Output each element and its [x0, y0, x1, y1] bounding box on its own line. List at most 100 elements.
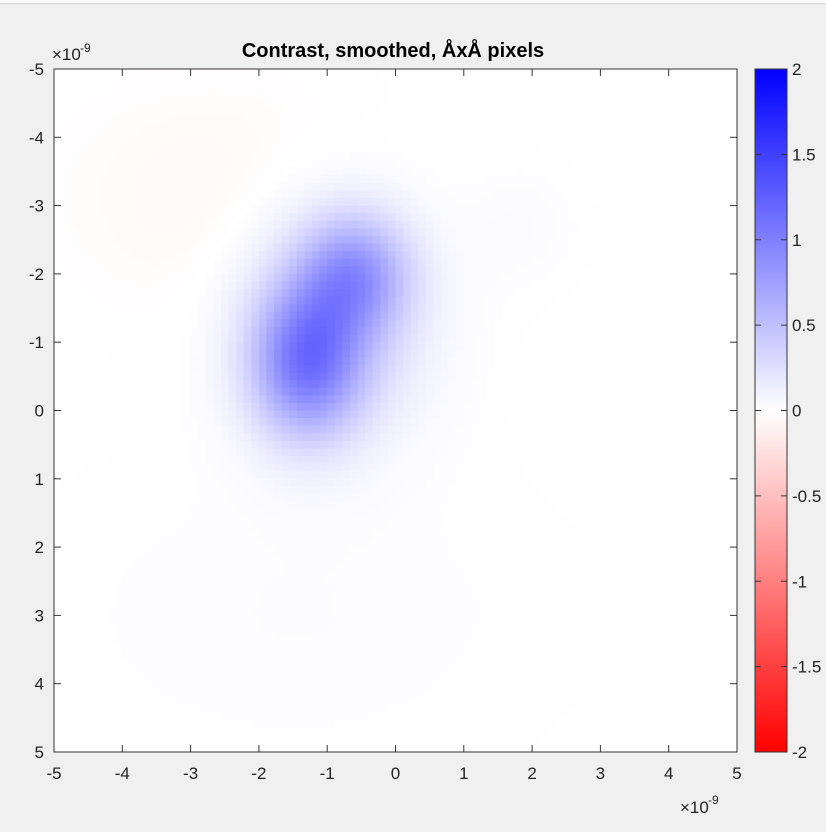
heatmap-cell — [258, 509, 268, 518]
heatmap-cell — [570, 668, 579, 677]
heatmap-cell — [570, 653, 579, 662]
heatmap-cell — [403, 410, 412, 419]
heatmap-cell — [509, 509, 518, 518]
heatmap-cell — [342, 327, 351, 336]
heatmap-cell — [69, 106, 78, 116]
heatmap-cell — [54, 319, 63, 328]
heatmap-cell — [220, 562, 230, 571]
heatmap-cell — [251, 683, 260, 692]
heatmap-cell — [160, 228, 169, 237]
heatmap-cell — [160, 418, 169, 427]
heatmap-cell — [554, 676, 564, 685]
heatmap-cell — [160, 516, 169, 525]
heatmap-cell — [114, 607, 123, 616]
heatmap-cell — [327, 167, 336, 176]
heatmap-cell — [61, 69, 70, 78]
heatmap-cell — [281, 585, 290, 594]
heatmap-cell — [387, 357, 397, 366]
heatmap-cell — [175, 471, 184, 480]
heatmap-cell — [76, 235, 85, 245]
heatmap-cell — [509, 585, 518, 594]
heatmap-cell — [403, 585, 412, 594]
heatmap-cell — [145, 243, 154, 252]
heatmap-cell — [122, 182, 131, 192]
heatmap-cell — [296, 418, 306, 427]
heatmap-cell — [418, 501, 427, 510]
heatmap-cell — [577, 638, 586, 647]
heatmap-cell — [122, 607, 131, 616]
heatmap-cell — [357, 289, 366, 298]
heatmap-cell — [456, 342, 465, 351]
heatmap-cell — [539, 501, 548, 510]
heatmap-cell — [403, 198, 412, 207]
heatmap-cell — [365, 645, 374, 654]
heatmap-cell — [433, 585, 442, 594]
heatmap-cell — [258, 569, 268, 579]
heatmap-cell — [175, 327, 184, 336]
heatmap-cell — [471, 418, 480, 427]
heatmap-cell — [387, 273, 397, 283]
heatmap-cell — [228, 281, 237, 290]
heatmap-cell — [251, 273, 260, 283]
heatmap-cell — [539, 493, 548, 503]
heatmap-cell — [296, 144, 306, 154]
heatmap-cell — [137, 554, 146, 563]
heatmap-cell — [494, 220, 503, 229]
heatmap-cell — [61, 486, 70, 495]
heatmap-cell — [403, 676, 412, 685]
heatmap-cell — [236, 76, 245, 85]
heatmap-cell — [516, 645, 526, 654]
heatmap-cell — [448, 258, 457, 267]
heatmap-cell — [554, 660, 564, 670]
heatmap-cell — [448, 615, 457, 624]
heatmap-cell — [236, 501, 245, 510]
heatmap-cell — [532, 198, 541, 207]
heatmap-cell — [61, 319, 70, 328]
heatmap-cell — [365, 69, 374, 78]
heatmap-cell — [69, 319, 78, 328]
heatmap-cell — [304, 607, 313, 616]
heatmap-cell — [524, 501, 533, 510]
heatmap-cell — [456, 600, 465, 609]
heatmap-cell — [183, 182, 192, 192]
heatmap-cell — [84, 137, 93, 146]
heatmap-cell — [198, 91, 207, 100]
heatmap-cell — [380, 638, 389, 647]
heatmap-cell — [145, 539, 154, 548]
heatmap-cell — [198, 213, 207, 222]
heatmap-cell — [418, 213, 427, 222]
heatmap-cell — [357, 660, 366, 670]
heatmap-cell — [243, 235, 252, 245]
heatmap-cell — [175, 547, 184, 556]
heatmap-cell — [274, 357, 283, 366]
heatmap-cell — [501, 304, 510, 313]
heatmap-cell — [524, 569, 533, 579]
heatmap-cell — [448, 645, 457, 654]
heatmap-cell — [562, 167, 571, 176]
heatmap-cell — [205, 463, 214, 472]
heatmap-cell — [69, 539, 78, 548]
heatmap-cell — [418, 228, 427, 237]
heatmap-cell — [441, 630, 450, 639]
heatmap-cell — [107, 266, 116, 275]
heatmap-cell — [478, 167, 488, 176]
heatmap-cell — [334, 501, 343, 510]
heatmap-cell — [471, 380, 480, 389]
heatmap-cell — [152, 122, 161, 131]
heatmap-cell — [69, 600, 78, 609]
heatmap-cell — [205, 228, 214, 237]
heatmap-cell — [342, 144, 351, 154]
heatmap-cell — [387, 547, 397, 556]
heatmap-cell — [190, 243, 199, 252]
heatmap-cell — [319, 638, 328, 647]
heatmap-cell — [532, 676, 541, 685]
heatmap-cell — [395, 516, 404, 525]
heatmap-cell — [357, 311, 366, 321]
heatmap-cell — [107, 456, 116, 465]
heatmap-cell — [342, 600, 351, 609]
heatmap-cell — [251, 592, 260, 601]
heatmap-cell — [54, 600, 63, 609]
heatmap-cell — [251, 516, 260, 525]
heatmap-cell — [91, 592, 101, 601]
heatmap-cell — [190, 547, 199, 556]
